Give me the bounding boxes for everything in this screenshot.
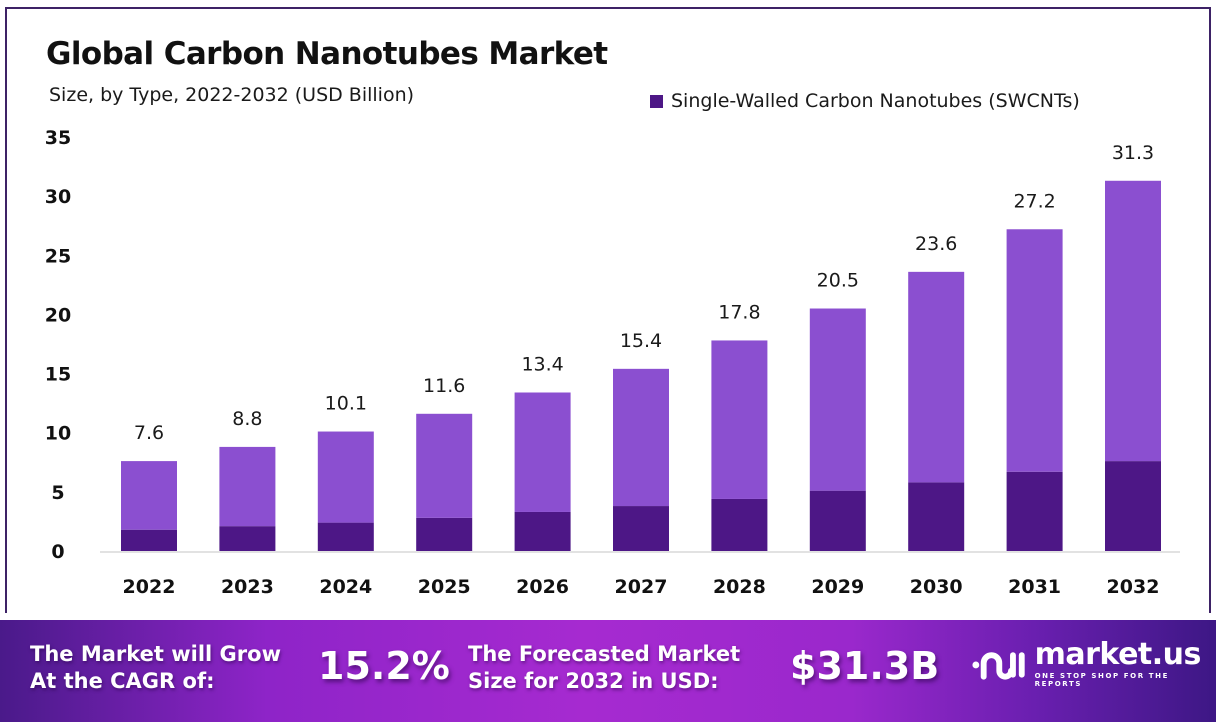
cagr-value: 15.2% [318,644,450,688]
x-tick-label: 2024 [319,576,372,598]
x-tick-label: 2023 [221,576,274,598]
bar-segment-other [317,431,374,523]
bar-segment-other [121,461,177,530]
data-label: 13.4 [521,353,563,375]
brand-logo: market.us ONE STOP SHOP FOR THE REPORTS [970,640,1216,688]
cagr-label: The Market will Grow At the CAGR of: [30,641,281,695]
bar-segment-swcnts [809,490,866,551]
y-tick-label: 25 [45,245,71,267]
brand-tagline: ONE STOP SHOP FOR THE REPORTS [1034,672,1169,688]
legend-label-swcnts: Single-Walled Carbon Nanotubes (SWCNTs) [671,90,1080,112]
bar-segment-other [809,308,866,491]
bar-segment-swcnts [1105,461,1161,551]
legend-swatch-swcnts [650,94,663,108]
x-tick-label: 2027 [615,576,668,598]
data-label: 7.6 [134,422,164,444]
data-label: 23.6 [915,233,957,255]
y-tick-label: 20 [45,304,71,326]
chart-title: Global Carbon Nanotubes Market [46,36,608,72]
bar-segment-swcnts [711,498,768,551]
cagr-label-line2: At the CAGR of: [30,669,215,693]
x-tick-label: 2029 [811,576,864,598]
bar-segment-other [613,368,669,507]
market-us-logo-icon [972,652,1025,680]
bar-segment-swcnts [317,522,374,551]
data-label: 31.3 [1112,142,1154,164]
forecast-label-line2: Size for 2032 in USD: [468,669,719,693]
bar-segment-swcnts [908,482,965,551]
x-tick-label: 2028 [713,576,766,598]
x-tick-label: 2030 [910,576,963,598]
y-tick-label: 30 [45,186,71,208]
bar-segment-swcnts [219,526,276,551]
y-tick-label: 10 [45,423,71,445]
bars [121,180,1161,551]
bar-segment-other [514,392,571,512]
x-tick-label: 2022 [123,576,176,598]
y-tick-label: 0 [51,541,64,563]
data-label: 15.4 [620,330,662,352]
bar-segment-other [416,413,473,518]
y-axis: 0 5 10 15 20 25 30 35 [45,127,71,563]
x-tick-label: 2031 [1008,576,1061,598]
data-label: 17.8 [718,301,760,323]
data-label: 27.2 [1013,190,1055,212]
bar-segment-swcnts [121,529,177,551]
footer-banner: The Market will Grow At the CAGR of: 15.… [0,620,1216,722]
bar-segment-swcnts [613,506,669,551]
y-tick-label: 5 [51,482,64,504]
bar-segment-other [1105,180,1161,462]
x-tick-label: 2026 [516,576,569,598]
x-tick-label: 2032 [1107,576,1160,598]
data-label: 10.1 [325,393,367,415]
bar-segment-swcnts [416,517,473,551]
bar-segment-other [1006,229,1063,472]
x-axis: 2022 2023 2024 2025 2026 2027 2028 2029 2030 2031… [123,576,1160,598]
bar-segment-other [711,340,768,499]
bar-segment-other [219,446,276,527]
chart-subtitle: Size, by Type, 2022-2032 (USD Billion) [49,84,415,106]
data-label: 11.6 [423,375,465,397]
legend: Single-Walled Carbon Nanotubes (SWCNTs) [650,90,1080,112]
x-tick-label: 2025 [418,576,471,598]
bar-segment-swcnts [514,511,571,551]
forecast-value: $31.3B [790,644,940,688]
y-tick-label: 35 [45,127,71,149]
forecast-label: The Forecasted Market Size for 2032 in U… [468,641,740,695]
bar-segment-other [908,271,965,483]
bar-segment-swcnts [1006,471,1063,551]
y-tick-label: 15 [45,364,71,386]
data-label: 8.8 [232,408,262,430]
data-label: 20.5 [817,270,859,292]
forecast-label-line1: The Forecasted Market [468,642,741,666]
data-labels: 7.6 8.8 10.1 11.6 13.4 15.4 17.8 20.5 23.6 27.2 31… [134,142,1154,444]
cagr-label-line1: The Market will Grow [30,642,281,666]
brand-name: market.us [1034,637,1202,672]
